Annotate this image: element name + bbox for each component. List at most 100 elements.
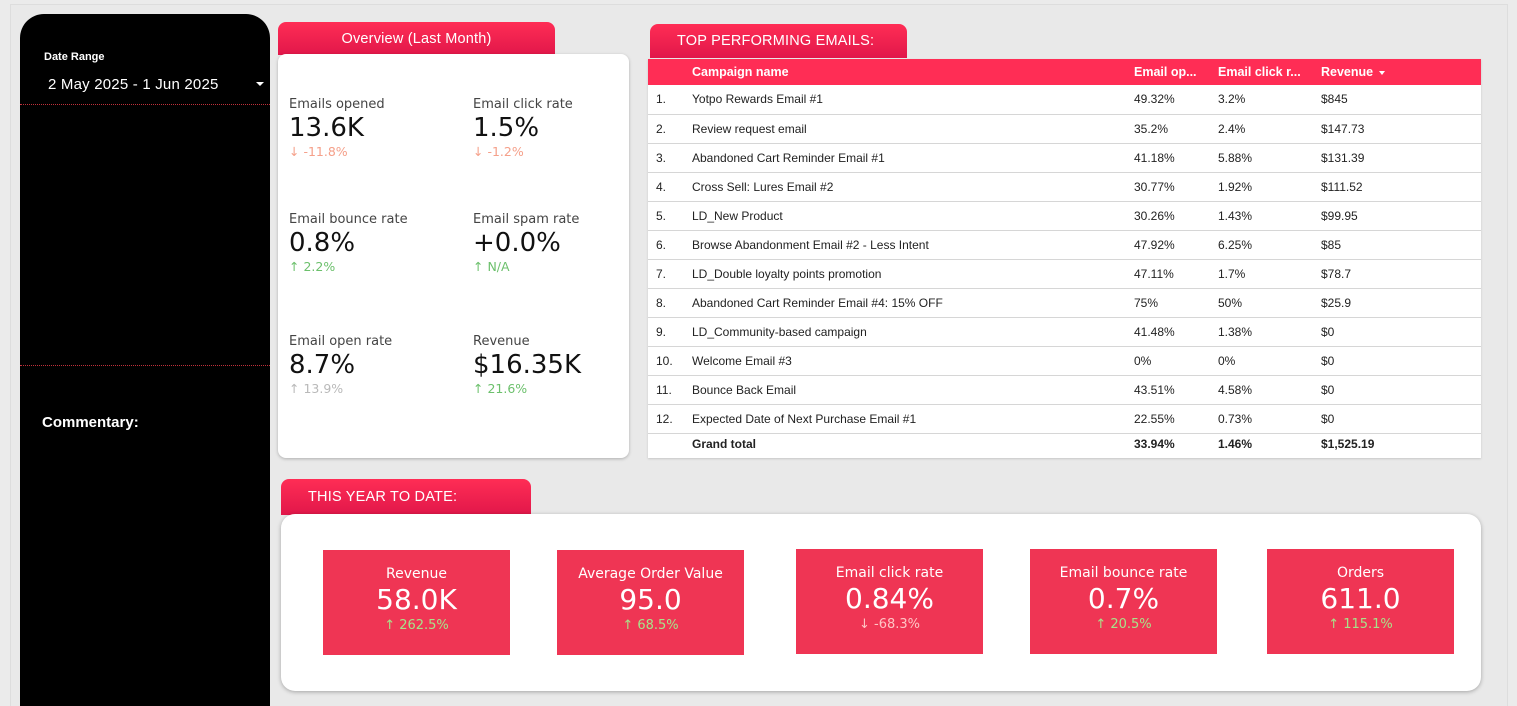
table-row[interactable]: 1. Yotpo Rewards Email #1 49.32% 3.2% $845 bbox=[648, 85, 1481, 114]
date-range-label: Date Range bbox=[44, 51, 105, 63]
arrow-up-icon: ↑ bbox=[1095, 617, 1110, 632]
scorecard-label: Orders bbox=[1267, 565, 1454, 581]
table-row[interactable]: 6. Browse Abandonment Email #2 - Less Int… bbox=[648, 230, 1481, 259]
arrow-down-icon: ↓ bbox=[473, 144, 487, 159]
dropdown-caret-icon bbox=[256, 82, 264, 86]
row-index: 10. bbox=[648, 346, 682, 375]
kpi-label: Email bounce rate bbox=[289, 212, 408, 227]
row-index bbox=[648, 433, 682, 455]
scorecard-label: Email click rate bbox=[796, 565, 983, 581]
scorecard-delta: ↓ -68.3% bbox=[796, 617, 983, 632]
click-rate-cell: 50% bbox=[1218, 288, 1321, 317]
kpi-delta: ↓ -11.8% bbox=[289, 144, 385, 159]
revenue-cell: $845 bbox=[1321, 85, 1481, 114]
date-range-value: 2 May 2025 - 1 Jun 2025 bbox=[48, 76, 218, 93]
ytd-tab: THIS YEAR TO DATE: bbox=[281, 479, 531, 515]
ytd-card: Revenue 58.0K ↑ 262.5% Average Order Val… bbox=[281, 514, 1481, 691]
campaign-name-cell: Abandoned Cart Reminder Email #1 bbox=[682, 143, 1134, 172]
table-row[interactable]: 8. Abandoned Cart Reminder Email #4: 15% … bbox=[648, 288, 1481, 317]
scorecard-delta: ↑ 115.1% bbox=[1267, 617, 1454, 632]
kpi-label: Email open rate bbox=[289, 334, 392, 349]
arrow-down-icon: ↓ bbox=[859, 617, 874, 632]
click-rate-cell: 1.38% bbox=[1218, 317, 1321, 346]
open-rate-cell: 41.18% bbox=[1134, 143, 1218, 172]
table-row[interactable]: 11. Bounce Back Email 43.51% 4.58% $0 bbox=[648, 375, 1481, 404]
grand-total-label: Grand total bbox=[682, 433, 1134, 455]
revenue-cell: $0 bbox=[1321, 317, 1481, 346]
table-row[interactable]: 3. Abandoned Cart Reminder Email #1 41.18%… bbox=[648, 143, 1481, 172]
arrow-down-icon: ↓ bbox=[289, 144, 303, 159]
date-range-picker[interactable]: 2 May 2025 - 1 Jun 2025 bbox=[48, 72, 254, 96]
column-header-click-rate[interactable]: Email click r... bbox=[1218, 59, 1321, 85]
open-rate-total: 33.94% bbox=[1134, 433, 1218, 455]
column-header-revenue[interactable]: Revenue bbox=[1321, 59, 1481, 85]
scorecard-value: 0.7% bbox=[1030, 582, 1217, 615]
column-header-campaign[interactable]: Campaign name bbox=[682, 59, 1134, 85]
row-index: 8. bbox=[648, 288, 682, 317]
click-rate-cell: 0% bbox=[1218, 346, 1321, 375]
open-rate-cell: 30.77% bbox=[1134, 172, 1218, 201]
divider bbox=[20, 104, 270, 105]
kpi-label: Email click rate bbox=[473, 97, 573, 112]
row-index: 12. bbox=[648, 404, 682, 433]
open-rate-cell: 22.55% bbox=[1134, 404, 1218, 433]
kpi-label: Revenue bbox=[473, 334, 581, 349]
overview-card: Emails opened 13.6K ↓ -11.8% Email click… bbox=[278, 54, 629, 458]
click-rate-cell: 3.2% bbox=[1218, 85, 1321, 114]
scorecard-label: Average Order Value bbox=[557, 566, 744, 582]
scorecard-delta: ↑ 20.5% bbox=[1030, 617, 1217, 632]
arrow-up-icon: ↑ bbox=[384, 618, 399, 633]
grand-total-row: Grand total 33.94% 1.46% $1,525.19 bbox=[648, 433, 1481, 455]
scorecard-value: 95.0 bbox=[557, 583, 744, 616]
kpi-revenue: Revenue $16.35K ↑ 21.6% bbox=[473, 334, 581, 396]
table-row[interactable]: 12. Expected Date of Next Purchase Email … bbox=[648, 404, 1481, 433]
kpi-value: +0.0% bbox=[473, 228, 579, 258]
kpi-email-open-rate: Email open rate 8.7% ↑ 13.9% bbox=[289, 334, 392, 396]
click-rate-cell: 1.92% bbox=[1218, 172, 1321, 201]
kpi-email-bounce-rate: Email bounce rate 0.8% ↑ 2.2% bbox=[289, 212, 408, 274]
row-index: 2. bbox=[648, 114, 682, 143]
open-rate-cell: 35.2% bbox=[1134, 114, 1218, 143]
row-index: 1. bbox=[648, 85, 682, 114]
revenue-cell: $85 bbox=[1321, 230, 1481, 259]
sort-desc-icon bbox=[1379, 71, 1385, 75]
open-rate-cell: 47.11% bbox=[1134, 259, 1218, 288]
scorecard-average-order-value: Average Order Value 95.0 ↑ 68.5% bbox=[557, 550, 744, 655]
table-row[interactable]: 2. Review request email 35.2% 2.4% $147.73 bbox=[648, 114, 1481, 143]
table-row[interactable]: 5. LD_New Product 30.26% 1.43% $99.95 bbox=[648, 201, 1481, 230]
scorecard-label: Revenue bbox=[323, 566, 510, 582]
revenue-cell: $147.73 bbox=[1321, 114, 1481, 143]
open-rate-cell: 75% bbox=[1134, 288, 1218, 317]
table-row[interactable]: 4. Cross Sell: Lures Email #2 30.77% 1.92% $… bbox=[648, 172, 1481, 201]
click-rate-cell: 6.25% bbox=[1218, 230, 1321, 259]
table-row[interactable]: 10. Welcome Email #3 0% 0% $0 bbox=[648, 346, 1481, 375]
campaign-name-cell: Review request email bbox=[682, 114, 1134, 143]
scorecard-label: Email bounce rate bbox=[1030, 565, 1217, 581]
top-emails-table: Campaign name Email op... Email click r.… bbox=[648, 59, 1481, 458]
overview-tab: Overview (Last Month) bbox=[278, 22, 555, 55]
table-row[interactable]: 7. LD_Double loyalty points promotion 47.1… bbox=[648, 259, 1481, 288]
kpi-delta: ↑ N/A bbox=[473, 259, 579, 274]
scorecard-delta: ↑ 262.5% bbox=[323, 618, 510, 633]
kpi-delta: ↓ -1.2% bbox=[473, 144, 573, 159]
arrow-up-icon: ↑ bbox=[473, 259, 487, 274]
campaign-name-cell: Cross Sell: Lures Email #2 bbox=[682, 172, 1134, 201]
arrow-up-icon: ↑ bbox=[473, 381, 487, 396]
arrow-up-icon: ↑ bbox=[289, 259, 303, 274]
kpi-label: Email spam rate bbox=[473, 212, 579, 227]
kpi-label: Emails opened bbox=[289, 97, 385, 112]
table-row[interactable]: 9. LD_Community-based campaign 41.48% 1.38%… bbox=[648, 317, 1481, 346]
revenue-cell: $0 bbox=[1321, 346, 1481, 375]
campaign-name-cell: Abandoned Cart Reminder Email #4: 15% OF… bbox=[682, 288, 1134, 317]
revenue-cell: $78.7 bbox=[1321, 259, 1481, 288]
click-rate-total: 1.46% bbox=[1218, 433, 1321, 455]
revenue-cell: $99.95 bbox=[1321, 201, 1481, 230]
divider bbox=[20, 365, 270, 366]
click-rate-cell: 4.58% bbox=[1218, 375, 1321, 404]
kpi-delta: ↑ 21.6% bbox=[473, 381, 581, 396]
click-rate-cell: 2.4% bbox=[1218, 114, 1321, 143]
row-index: 11. bbox=[648, 375, 682, 404]
column-header-open-rate[interactable]: Email op... bbox=[1134, 59, 1218, 85]
row-index: 5. bbox=[648, 201, 682, 230]
arrow-up-icon: ↑ bbox=[1328, 617, 1343, 632]
